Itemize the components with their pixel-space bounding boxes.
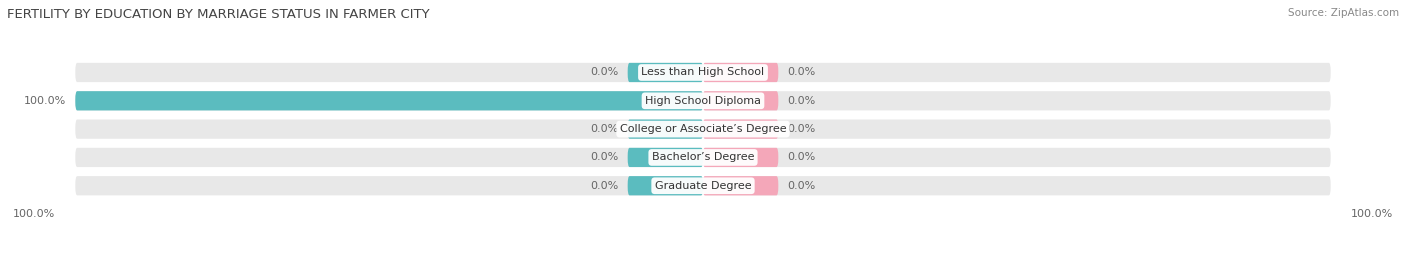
Text: 100.0%: 100.0% — [13, 209, 55, 219]
FancyBboxPatch shape — [703, 63, 779, 82]
Text: 100.0%: 100.0% — [1351, 209, 1393, 219]
FancyBboxPatch shape — [703, 91, 779, 111]
Text: FERTILITY BY EDUCATION BY MARRIAGE STATUS IN FARMER CITY: FERTILITY BY EDUCATION BY MARRIAGE STATU… — [7, 8, 430, 21]
Text: Bachelor’s Degree: Bachelor’s Degree — [652, 153, 754, 162]
Text: Graduate Degree: Graduate Degree — [655, 181, 751, 191]
FancyBboxPatch shape — [627, 148, 703, 167]
FancyBboxPatch shape — [627, 119, 703, 139]
FancyBboxPatch shape — [76, 91, 703, 111]
Text: 0.0%: 0.0% — [591, 124, 619, 134]
Text: 0.0%: 0.0% — [787, 96, 815, 106]
Text: Less than High School: Less than High School — [641, 68, 765, 77]
Text: 0.0%: 0.0% — [787, 181, 815, 191]
FancyBboxPatch shape — [627, 176, 703, 195]
Text: 0.0%: 0.0% — [787, 124, 815, 134]
FancyBboxPatch shape — [76, 63, 703, 82]
Text: 0.0%: 0.0% — [591, 181, 619, 191]
FancyBboxPatch shape — [703, 91, 1330, 111]
Text: Source: ZipAtlas.com: Source: ZipAtlas.com — [1288, 8, 1399, 18]
Text: College or Associate’s Degree: College or Associate’s Degree — [620, 124, 786, 134]
Text: 0.0%: 0.0% — [591, 153, 619, 162]
Text: 0.0%: 0.0% — [787, 68, 815, 77]
FancyBboxPatch shape — [76, 176, 703, 195]
FancyBboxPatch shape — [76, 119, 703, 139]
FancyBboxPatch shape — [703, 119, 779, 139]
FancyBboxPatch shape — [703, 148, 1330, 167]
Text: 100.0%: 100.0% — [24, 96, 66, 106]
FancyBboxPatch shape — [703, 176, 779, 195]
FancyBboxPatch shape — [703, 119, 1330, 139]
FancyBboxPatch shape — [76, 148, 703, 167]
Text: 0.0%: 0.0% — [787, 153, 815, 162]
FancyBboxPatch shape — [76, 91, 703, 111]
Text: 0.0%: 0.0% — [591, 68, 619, 77]
FancyBboxPatch shape — [703, 176, 1330, 195]
FancyBboxPatch shape — [627, 63, 703, 82]
FancyBboxPatch shape — [703, 63, 1330, 82]
Text: High School Diploma: High School Diploma — [645, 96, 761, 106]
FancyBboxPatch shape — [703, 148, 779, 167]
